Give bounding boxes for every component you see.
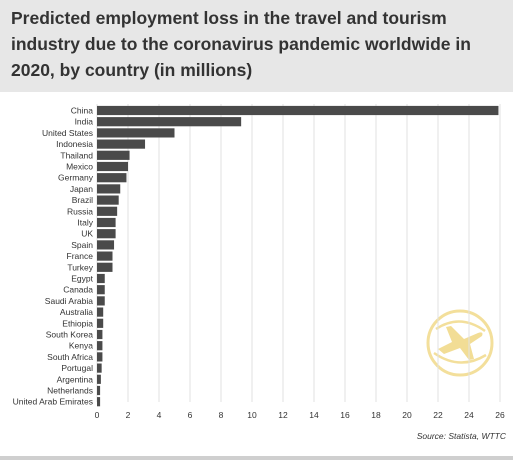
x-tick-label: 4 bbox=[157, 410, 162, 420]
bar bbox=[97, 217, 116, 228]
bar bbox=[97, 139, 146, 149]
x-tick-label: 0 bbox=[95, 410, 100, 420]
category-label: Thailand bbox=[60, 150, 93, 160]
bar bbox=[97, 195, 119, 205]
bar bbox=[97, 273, 105, 284]
category-label: Kenya bbox=[69, 341, 93, 351]
chart-bars bbox=[97, 105, 499, 407]
bar bbox=[97, 296, 105, 306]
category-label: United Arab Emirates bbox=[13, 397, 93, 407]
category-label: Italy bbox=[77, 218, 93, 228]
bar bbox=[97, 206, 118, 216]
category-label: Ethiopia bbox=[62, 318, 93, 328]
bar bbox=[97, 374, 101, 384]
category-label: China bbox=[71, 106, 93, 116]
x-tick-label: 24 bbox=[464, 410, 474, 420]
category-label: United States bbox=[42, 128, 93, 138]
bar bbox=[97, 352, 103, 362]
source-note: Source: Statista, WTTC bbox=[416, 431, 506, 441]
category-label: Australia bbox=[60, 307, 93, 317]
bar bbox=[97, 397, 101, 407]
title-header: Predicted employment loss in the travel … bbox=[0, 0, 513, 92]
x-tick-label: 2 bbox=[126, 410, 131, 420]
category-label: Brazil bbox=[72, 195, 93, 205]
x-tick-label: 14 bbox=[309, 410, 319, 420]
bar bbox=[97, 161, 128, 172]
bar bbox=[97, 285, 105, 295]
footer-divider bbox=[0, 456, 513, 460]
bar bbox=[97, 117, 242, 127]
category-label: India bbox=[75, 117, 94, 127]
category-label: Netherlands bbox=[47, 386, 93, 396]
bar bbox=[97, 329, 103, 340]
bar bbox=[97, 385, 101, 396]
x-axis-tick-labels: 0 2 4 6 8 10 12 14 16 18 20 22 24 26 bbox=[95, 410, 505, 420]
airplane-globe-watermark-icon bbox=[426, 309, 494, 377]
bar bbox=[97, 229, 116, 239]
bar bbox=[97, 105, 499, 116]
category-label: UK bbox=[81, 229, 93, 239]
bar bbox=[97, 318, 104, 328]
category-label: Germany bbox=[58, 173, 94, 183]
bar bbox=[97, 341, 103, 351]
x-tick-label: 16 bbox=[340, 410, 350, 420]
category-label: Russia bbox=[67, 206, 93, 216]
category-label: Saudi Arabia bbox=[45, 296, 93, 306]
bar bbox=[97, 128, 175, 138]
category-label: Egypt bbox=[71, 274, 93, 284]
bar bbox=[97, 173, 127, 183]
category-label: Canada bbox=[63, 285, 93, 295]
category-label: South Africa bbox=[47, 352, 93, 362]
bar bbox=[97, 262, 113, 272]
chart-title: Predicted employment loss in the travel … bbox=[11, 8, 471, 80]
bar bbox=[97, 240, 115, 250]
bar bbox=[97, 363, 102, 373]
x-tick-label: 22 bbox=[433, 410, 443, 420]
x-tick-label: 18 bbox=[371, 410, 381, 420]
category-label: Spain bbox=[71, 240, 93, 250]
category-label: Japan bbox=[70, 184, 93, 194]
category-label: Portugal bbox=[61, 363, 93, 373]
x-tick-label: 6 bbox=[188, 410, 193, 420]
category-label: Mexico bbox=[66, 162, 93, 172]
category-label: Indonesia bbox=[56, 139, 93, 149]
bar bbox=[97, 307, 104, 317]
bar bbox=[97, 251, 113, 261]
category-label: Argentina bbox=[57, 374, 94, 384]
bar bbox=[97, 184, 121, 194]
category-label: Turkey bbox=[67, 262, 93, 272]
category-label: France bbox=[67, 251, 94, 261]
bar bbox=[97, 150, 130, 160]
x-tick-label: 26 bbox=[495, 410, 505, 420]
x-tick-label: 20 bbox=[402, 410, 412, 420]
x-tick-label: 12 bbox=[278, 410, 288, 420]
x-tick-label: 10 bbox=[247, 410, 257, 420]
category-label: South Korea bbox=[46, 330, 94, 340]
x-tick-label: 8 bbox=[219, 410, 224, 420]
